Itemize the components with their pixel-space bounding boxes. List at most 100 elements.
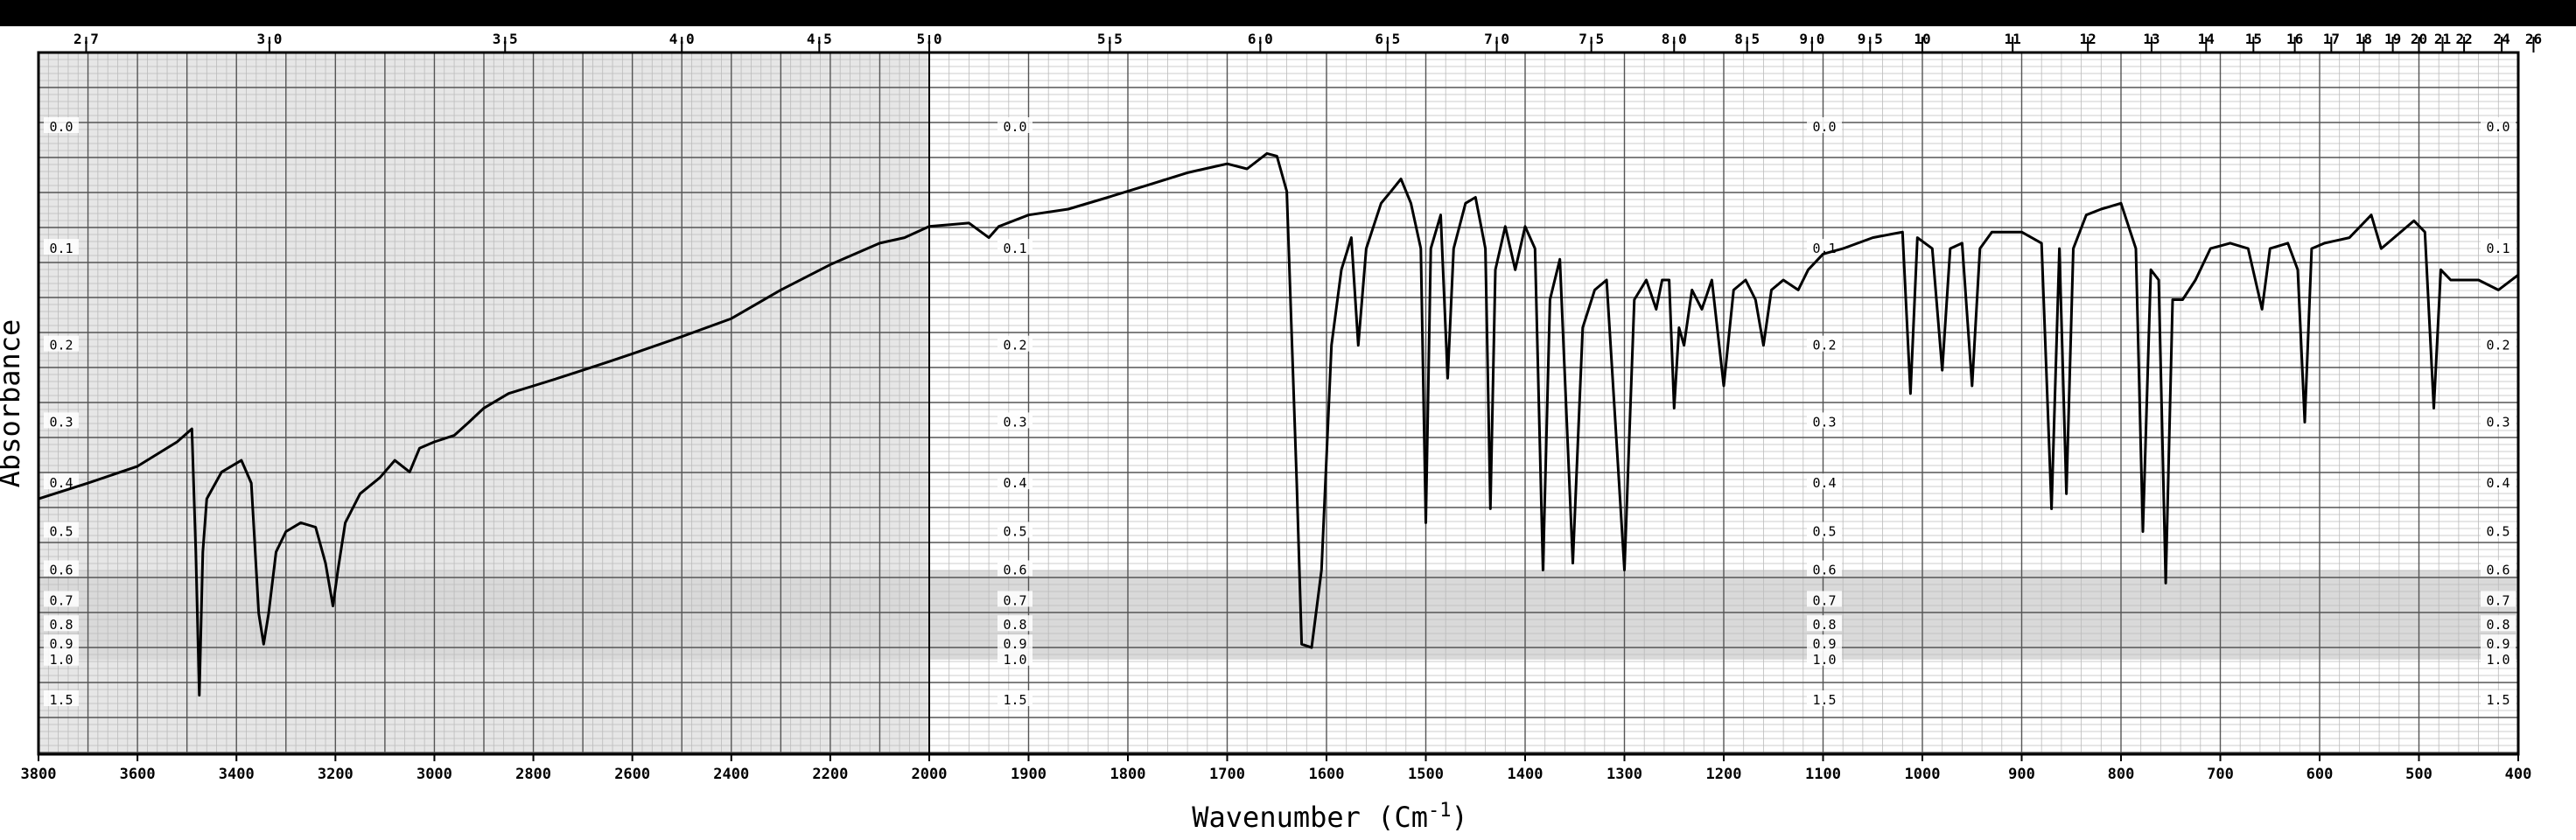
y-tick-label-bg (2481, 412, 2516, 429)
y-tick-label-bg (2481, 117, 2516, 133)
x-tick-label: 1100 (1805, 766, 1841, 783)
y-tick-label: 0.0 (1812, 119, 1836, 135)
y-tick-label-bg (1807, 560, 1842, 577)
y-tick-label-bg (2481, 615, 2516, 632)
micron-tick-label: 5.0 (917, 31, 942, 47)
micron-tick-label: 4.0 (669, 31, 695, 47)
y-tick-label-bg (2481, 239, 2516, 256)
micron-tick-label: 12 (2080, 31, 2096, 47)
y-tick-label-bg (44, 615, 79, 632)
y-tick-label-bg (2481, 473, 2516, 490)
micron-tick-label: 18 (2356, 31, 2372, 47)
y-tick-label: 0.2 (1003, 338, 1026, 354)
major-grid (38, 52, 2519, 754)
y-tick-label-bg (1807, 615, 1842, 632)
y-tick-label-bg (1807, 117, 1842, 133)
y-tick-label-bg (44, 591, 79, 607)
y-tick-label: 0.6 (2486, 562, 2510, 578)
x-tick-label: 800 (2108, 766, 2135, 783)
y-tick-label: 0.4 (1812, 475, 1836, 491)
y-tick-label: 1.5 (2486, 692, 2510, 708)
x-tick-label: 3600 (120, 766, 156, 783)
micron-tick-label: 17 (2323, 31, 2340, 47)
micron-tick-label: 3.5 (493, 31, 518, 47)
y-tick-label-bg (1807, 335, 1842, 352)
micron-tick-label: 4.5 (807, 31, 832, 47)
y-tick-label: 0.7 (49, 592, 73, 608)
y-tick-label: 0.9 (1812, 636, 1836, 652)
y-tick-label: 0.8 (2486, 617, 2510, 633)
y-tick-label-bg (44, 522, 79, 538)
y-tick-label: 0.8 (1003, 617, 1026, 633)
plot-frame (37, 51, 2520, 756)
y-tick-label-bg (998, 473, 1032, 490)
y-axis-label: Absorbance (0, 319, 26, 488)
micron-tick-label: 15 (2245, 31, 2262, 47)
micron-tick-label: 8.0 (1662, 31, 1687, 47)
x-tick-label: 2800 (515, 766, 551, 783)
y-tick-label-bg (998, 690, 1032, 706)
y-tick-label: 0.0 (49, 119, 73, 135)
x-tick-label: 900 (2008, 766, 2035, 783)
y-tick-label-bg (998, 615, 1032, 632)
y-tick-label-bg (998, 117, 1032, 133)
y-tick-label-bg (2481, 690, 2516, 706)
x-tick-label: 2200 (812, 766, 848, 783)
y-tick-label-bg (1807, 690, 1842, 706)
x-tick-label: 1200 (1706, 766, 1742, 783)
y-tick-label-bg (2481, 634, 2516, 651)
micron-tick-label: 22 (2455, 31, 2472, 47)
y-tick-label-bg (2481, 560, 2516, 577)
y-tick-label-bg (44, 560, 79, 577)
micron-tick-label: 14 (2198, 31, 2215, 47)
micron-tick-label: 8.5 (1734, 31, 1760, 47)
x-tick-label: 3400 (219, 766, 255, 783)
y-tick-label-bg (1807, 591, 1842, 607)
y-tick-label: 0.3 (1812, 414, 1836, 430)
y-tick-label-bg (44, 473, 79, 490)
y-tick-label: 0.7 (2486, 592, 2510, 608)
x-tick-label: 3800 (21, 766, 57, 783)
y-tick-label: 0.2 (49, 338, 73, 354)
micron-tick-label: 2.7 (74, 31, 99, 47)
x-tick-label: 500 (2405, 766, 2432, 783)
y-tick-label: 0.5 (1003, 523, 1026, 539)
x-tick-label: 400 (2505, 766, 2532, 783)
y-tick-label: 0.5 (49, 523, 73, 539)
y-tick-label-bg (1807, 634, 1842, 651)
y-tick-label-bg (1807, 412, 1842, 429)
y-tick-label: 0.4 (2486, 475, 2510, 491)
y-tick-label: 0.9 (2486, 636, 2510, 652)
micron-tick-label: 5.5 (1097, 31, 1123, 47)
y-tick-label: 1.5 (1812, 692, 1836, 708)
x-tick-label: 700 (2207, 766, 2234, 783)
x-tick-label: 2000 (912, 766, 948, 783)
y-tick-label: 0.1 (2486, 241, 2510, 256)
y-tick-label: 0.7 (1003, 592, 1026, 608)
x-tick-label: 1000 (1905, 766, 1941, 783)
micron-tick-label: 3.0 (256, 31, 282, 47)
y-tick-label-bg (998, 560, 1032, 577)
minor-grid (38, 52, 2518, 754)
top-black-strip (0, 0, 2576, 26)
micron-tick-label: 6.5 (1375, 31, 1400, 47)
y-tick-label-bg (998, 649, 1032, 666)
x-tick-label: 1800 (1110, 766, 1146, 783)
y-tick-label-bg (44, 412, 79, 429)
micron-tick-label: 13 (2143, 31, 2160, 47)
series-line (38, 151, 2519, 696)
micron-tick-label: 9.5 (1858, 31, 1883, 47)
y-tick-label: 0.9 (1003, 636, 1026, 652)
y-tick-label: 1.5 (1003, 692, 1026, 708)
y-tick-label-bg (1807, 649, 1842, 666)
micron-tick-label: 6.0 (1248, 31, 1273, 47)
y-tick-label: 1.0 (1812, 652, 1836, 668)
y-tick-label: 0.0 (2486, 119, 2510, 135)
y-tick-label-bg (44, 690, 79, 706)
y-tick-label: 0.1 (1003, 241, 1026, 256)
micron-tick-label: 9.0 (1799, 31, 1824, 47)
x-tick-label: 3000 (416, 766, 452, 783)
y-tick-label: 0.4 (49, 475, 73, 491)
y-tick-label: 1.0 (2486, 652, 2510, 668)
